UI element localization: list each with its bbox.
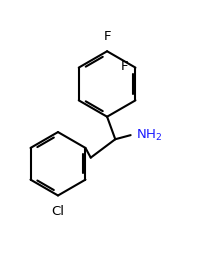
Text: NH$_2$: NH$_2$ xyxy=(136,128,162,143)
Text: F: F xyxy=(121,60,128,73)
Text: F: F xyxy=(103,30,111,43)
Text: Cl: Cl xyxy=(52,205,64,218)
